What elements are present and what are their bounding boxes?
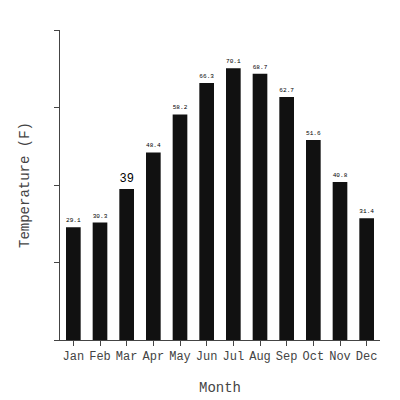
svg-text:Sep: Sep	[276, 350, 298, 364]
svg-text:Jan: Jan	[63, 350, 85, 364]
svg-text:58.2: 58.2	[173, 104, 188, 111]
svg-text:Month: Month	[199, 380, 241, 396]
svg-text:48.4: 48.4	[146, 142, 161, 149]
svg-text:51.6: 51.6	[306, 130, 321, 137]
svg-text:Feb: Feb	[89, 350, 111, 364]
svg-text:Apr: Apr	[143, 350, 165, 364]
svg-text:Mar: Mar	[116, 350, 138, 364]
svg-text:30.3: 30.3	[93, 213, 108, 220]
svg-text:Jun: Jun	[196, 350, 218, 364]
svg-text:Aug: Aug	[249, 350, 271, 364]
svg-text:Nov: Nov	[329, 350, 351, 364]
svg-text:40.8: 40.8	[333, 172, 348, 179]
svg-text:Jul: Jul	[223, 350, 245, 364]
svg-text:May: May	[169, 350, 191, 364]
svg-text:62.7: 62.7	[279, 87, 294, 94]
svg-text:Temperature (F): Temperature (F)	[17, 122, 33, 248]
svg-text:29.1: 29.1	[66, 217, 81, 224]
svg-text:39: 39	[119, 172, 133, 186]
svg-text:Oct: Oct	[303, 350, 325, 364]
svg-text:Dec: Dec	[356, 350, 378, 364]
svg-text:68.7: 68.7	[253, 64, 268, 71]
svg-text:70.1: 70.1	[226, 58, 241, 65]
svg-text:31.4: 31.4	[359, 208, 374, 215]
svg-text:66.3: 66.3	[199, 73, 214, 80]
